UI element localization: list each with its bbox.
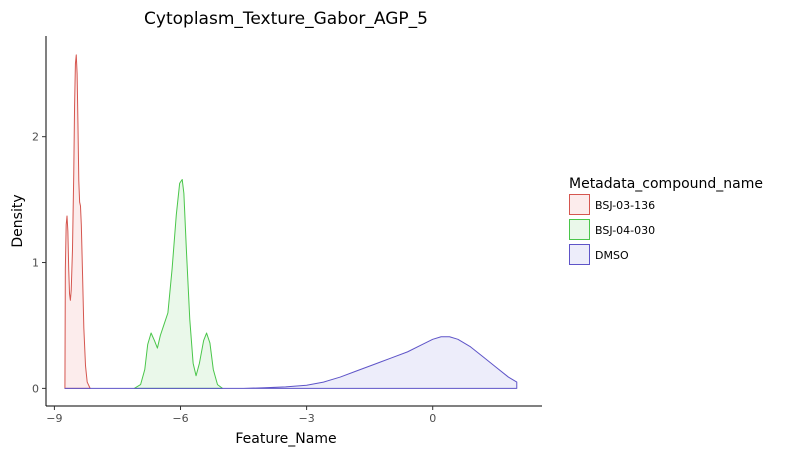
y-tick-label: 1 bbox=[32, 257, 39, 270]
chart-title: Cytoplasm_Texture_Gabor_AGP_5 bbox=[144, 9, 428, 29]
x-axis-title: Feature_Name bbox=[235, 431, 336, 447]
y-tick-label: 2 bbox=[32, 131, 39, 144]
legend-label: DMSO bbox=[595, 249, 629, 262]
x-tick-label: −9 bbox=[46, 412, 62, 425]
y-tick-label: 0 bbox=[32, 382, 39, 395]
legend-label: BSJ-04-030 bbox=[595, 224, 655, 237]
legend-label: BSJ-03-136 bbox=[595, 199, 655, 212]
density-area-1 bbox=[133, 178, 224, 389]
y-axis-title: Density bbox=[10, 194, 26, 247]
legend-swatch bbox=[569, 194, 590, 215]
density-area-2 bbox=[64, 336, 518, 389]
density-area-0 bbox=[64, 54, 91, 389]
x-tick-label: −3 bbox=[299, 412, 315, 425]
x-tick-label: 0 bbox=[429, 412, 436, 425]
x-ticks: −9 −6 −3 0 bbox=[46, 406, 436, 425]
y-ticks: 0 1 2 bbox=[32, 131, 46, 395]
legend-swatch bbox=[569, 244, 590, 265]
series-layer bbox=[64, 54, 518, 389]
legend-swatch bbox=[569, 219, 590, 240]
legend-title: Metadata_compound_name bbox=[569, 176, 763, 192]
legend-items: BSJ-03-136 BSJ-04-030 DMSO bbox=[569, 194, 655, 265]
x-tick-label: −6 bbox=[172, 412, 188, 425]
legend: Metadata_compound_name BSJ-03-136 BSJ-04-… bbox=[569, 176, 763, 265]
